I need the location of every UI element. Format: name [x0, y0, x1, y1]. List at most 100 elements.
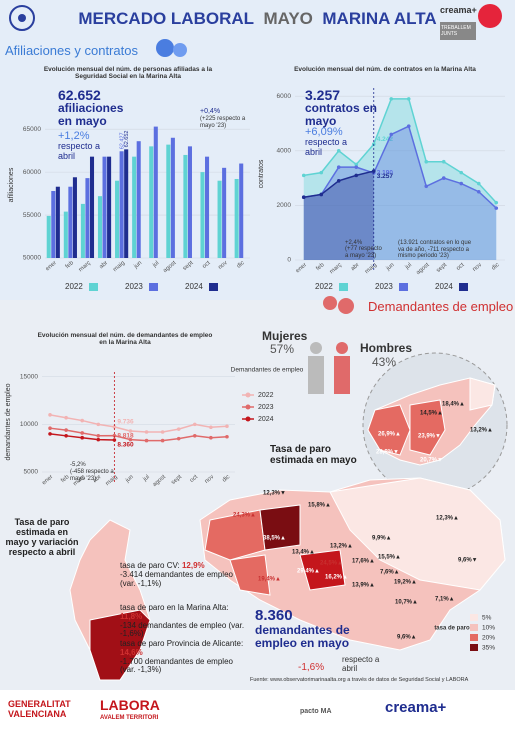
x-tick-label: jun: [132, 260, 143, 270]
point: [144, 438, 149, 443]
yoy: -5,2%: [70, 462, 86, 468]
bar: [136, 141, 141, 258]
bar: [68, 186, 73, 258]
section-title: Afiliaciones y contratos: [5, 43, 138, 58]
point: [459, 170, 464, 175]
regional-rate: 11,8%: [120, 611, 143, 621]
map-legend: 5% 10% 20% 35% tasa de paro: [434, 614, 495, 652]
bar: [132, 156, 137, 258]
footer-background: [0, 690, 515, 735]
map-label: 7,1%▲: [435, 597, 455, 603]
bar: [46, 215, 51, 258]
map-label: 19,2%▲: [394, 580, 417, 586]
x-tick-label: dic: [491, 262, 501, 272]
bar: [166, 144, 171, 258]
point: [80, 418, 85, 423]
legend-label: 2023: [258, 404, 274, 411]
y-tick-label: 2000: [277, 202, 292, 209]
x-tick-label: oct: [189, 474, 199, 484]
legend-swatch: [470, 634, 478, 641]
point: [64, 428, 68, 432]
point: [494, 206, 499, 210]
point: [112, 425, 117, 429]
x-tick-label: març: [329, 262, 343, 275]
logo: creama+: [440, 5, 477, 15]
kpi-change: +1,2%: [58, 130, 90, 142]
line: [49, 414, 228, 433]
kpi-change-label: respecto a abril: [58, 141, 101, 161]
point: [319, 192, 324, 197]
legend-swatch: [459, 283, 468, 291]
point: [389, 97, 394, 101]
bar: [153, 126, 158, 258]
map-label: 13,4%▲: [292, 550, 315, 556]
bar: [200, 172, 205, 258]
bar: [239, 163, 244, 258]
bar: [85, 178, 90, 258]
yoy: +0,4%: [200, 108, 221, 115]
kpi-change-label: respecto a abril: [305, 137, 348, 157]
chart-title: Evolución mensual del núm. de personas a…: [43, 66, 213, 81]
line: [303, 125, 497, 209]
x-tick-label: març: [78, 260, 92, 273]
y-tick-label: 50000: [23, 255, 41, 262]
map-label: 14,5%▲: [420, 411, 443, 417]
point: [48, 432, 52, 436]
point: [301, 173, 306, 178]
map-label: 9,9%▲: [372, 536, 392, 542]
yoy: +2,4%: [345, 240, 363, 246]
map-label: 10,7%▲: [395, 600, 418, 606]
point: [476, 189, 481, 194]
value-label: 3.190: [377, 170, 394, 177]
people-icon: [173, 43, 187, 57]
badge: [440, 22, 476, 40]
point: [494, 200, 499, 205]
regional-item: tasa de paro en la Marina Alta: 11,8% -1…: [120, 603, 250, 639]
point: [96, 422, 101, 427]
point: [64, 415, 68, 420]
x-tick-label: nov: [217, 260, 228, 271]
x-tick-label: dic: [236, 260, 246, 270]
sdg-logo: [478, 4, 502, 28]
point: [336, 148, 341, 153]
x-tick-label: ener: [295, 262, 308, 274]
x-tick-label: nov: [204, 474, 215, 485]
point: [96, 434, 101, 438]
title-part: MARINA ALTA: [322, 9, 437, 28]
y-tick-label: 6000: [277, 93, 292, 100]
x-tick-label: sept: [436, 262, 449, 274]
area: [303, 171, 374, 260]
map-label: 24,3%▲: [233, 513, 256, 519]
regional-detail: -1.700 demandantes de empleo (var. -1,3%…: [120, 656, 233, 675]
value-label: 3.257: [377, 173, 394, 180]
eye-logo: [9, 5, 35, 31]
footer-logo: GENERALITAT VALENCIANA: [8, 699, 71, 719]
value-label: 62.652: [124, 131, 130, 148]
legend-swatch: [470, 614, 478, 621]
line: [303, 98, 497, 204]
ytd-note: (13.921 contratos en lo que va de año, -…: [398, 240, 472, 260]
legend-title: Demandantes de empleo: [231, 367, 304, 374]
regional-rate: 12,9%: [181, 561, 205, 570]
map-label: 13,9%▲: [352, 583, 375, 589]
bar: [51, 191, 56, 258]
map-label: 15,5%▲: [378, 555, 401, 561]
gender-icon: [308, 342, 350, 394]
kpi-change-label: respecto a abril: [342, 655, 380, 673]
x-tick-label: jun: [124, 474, 135, 484]
map-label: 17,6%▲: [352, 559, 375, 565]
x-tick-label: agost: [415, 262, 430, 276]
bar: [170, 137, 175, 258]
bar: [107, 156, 112, 258]
regional-label: tasa de paro en la Marina Alta:: [120, 603, 229, 612]
point: [406, 124, 411, 129]
legend-label: 20%: [482, 635, 495, 642]
kpi-change: -1,6%: [298, 662, 325, 673]
source: Fuente: www.observatorimarinaalta.org a …: [250, 677, 469, 683]
point: [209, 435, 213, 440]
y-axis-label: afiliaciones: [8, 167, 15, 202]
value-label: 62.427: [119, 132, 125, 149]
legend-label: 35%: [482, 645, 495, 652]
